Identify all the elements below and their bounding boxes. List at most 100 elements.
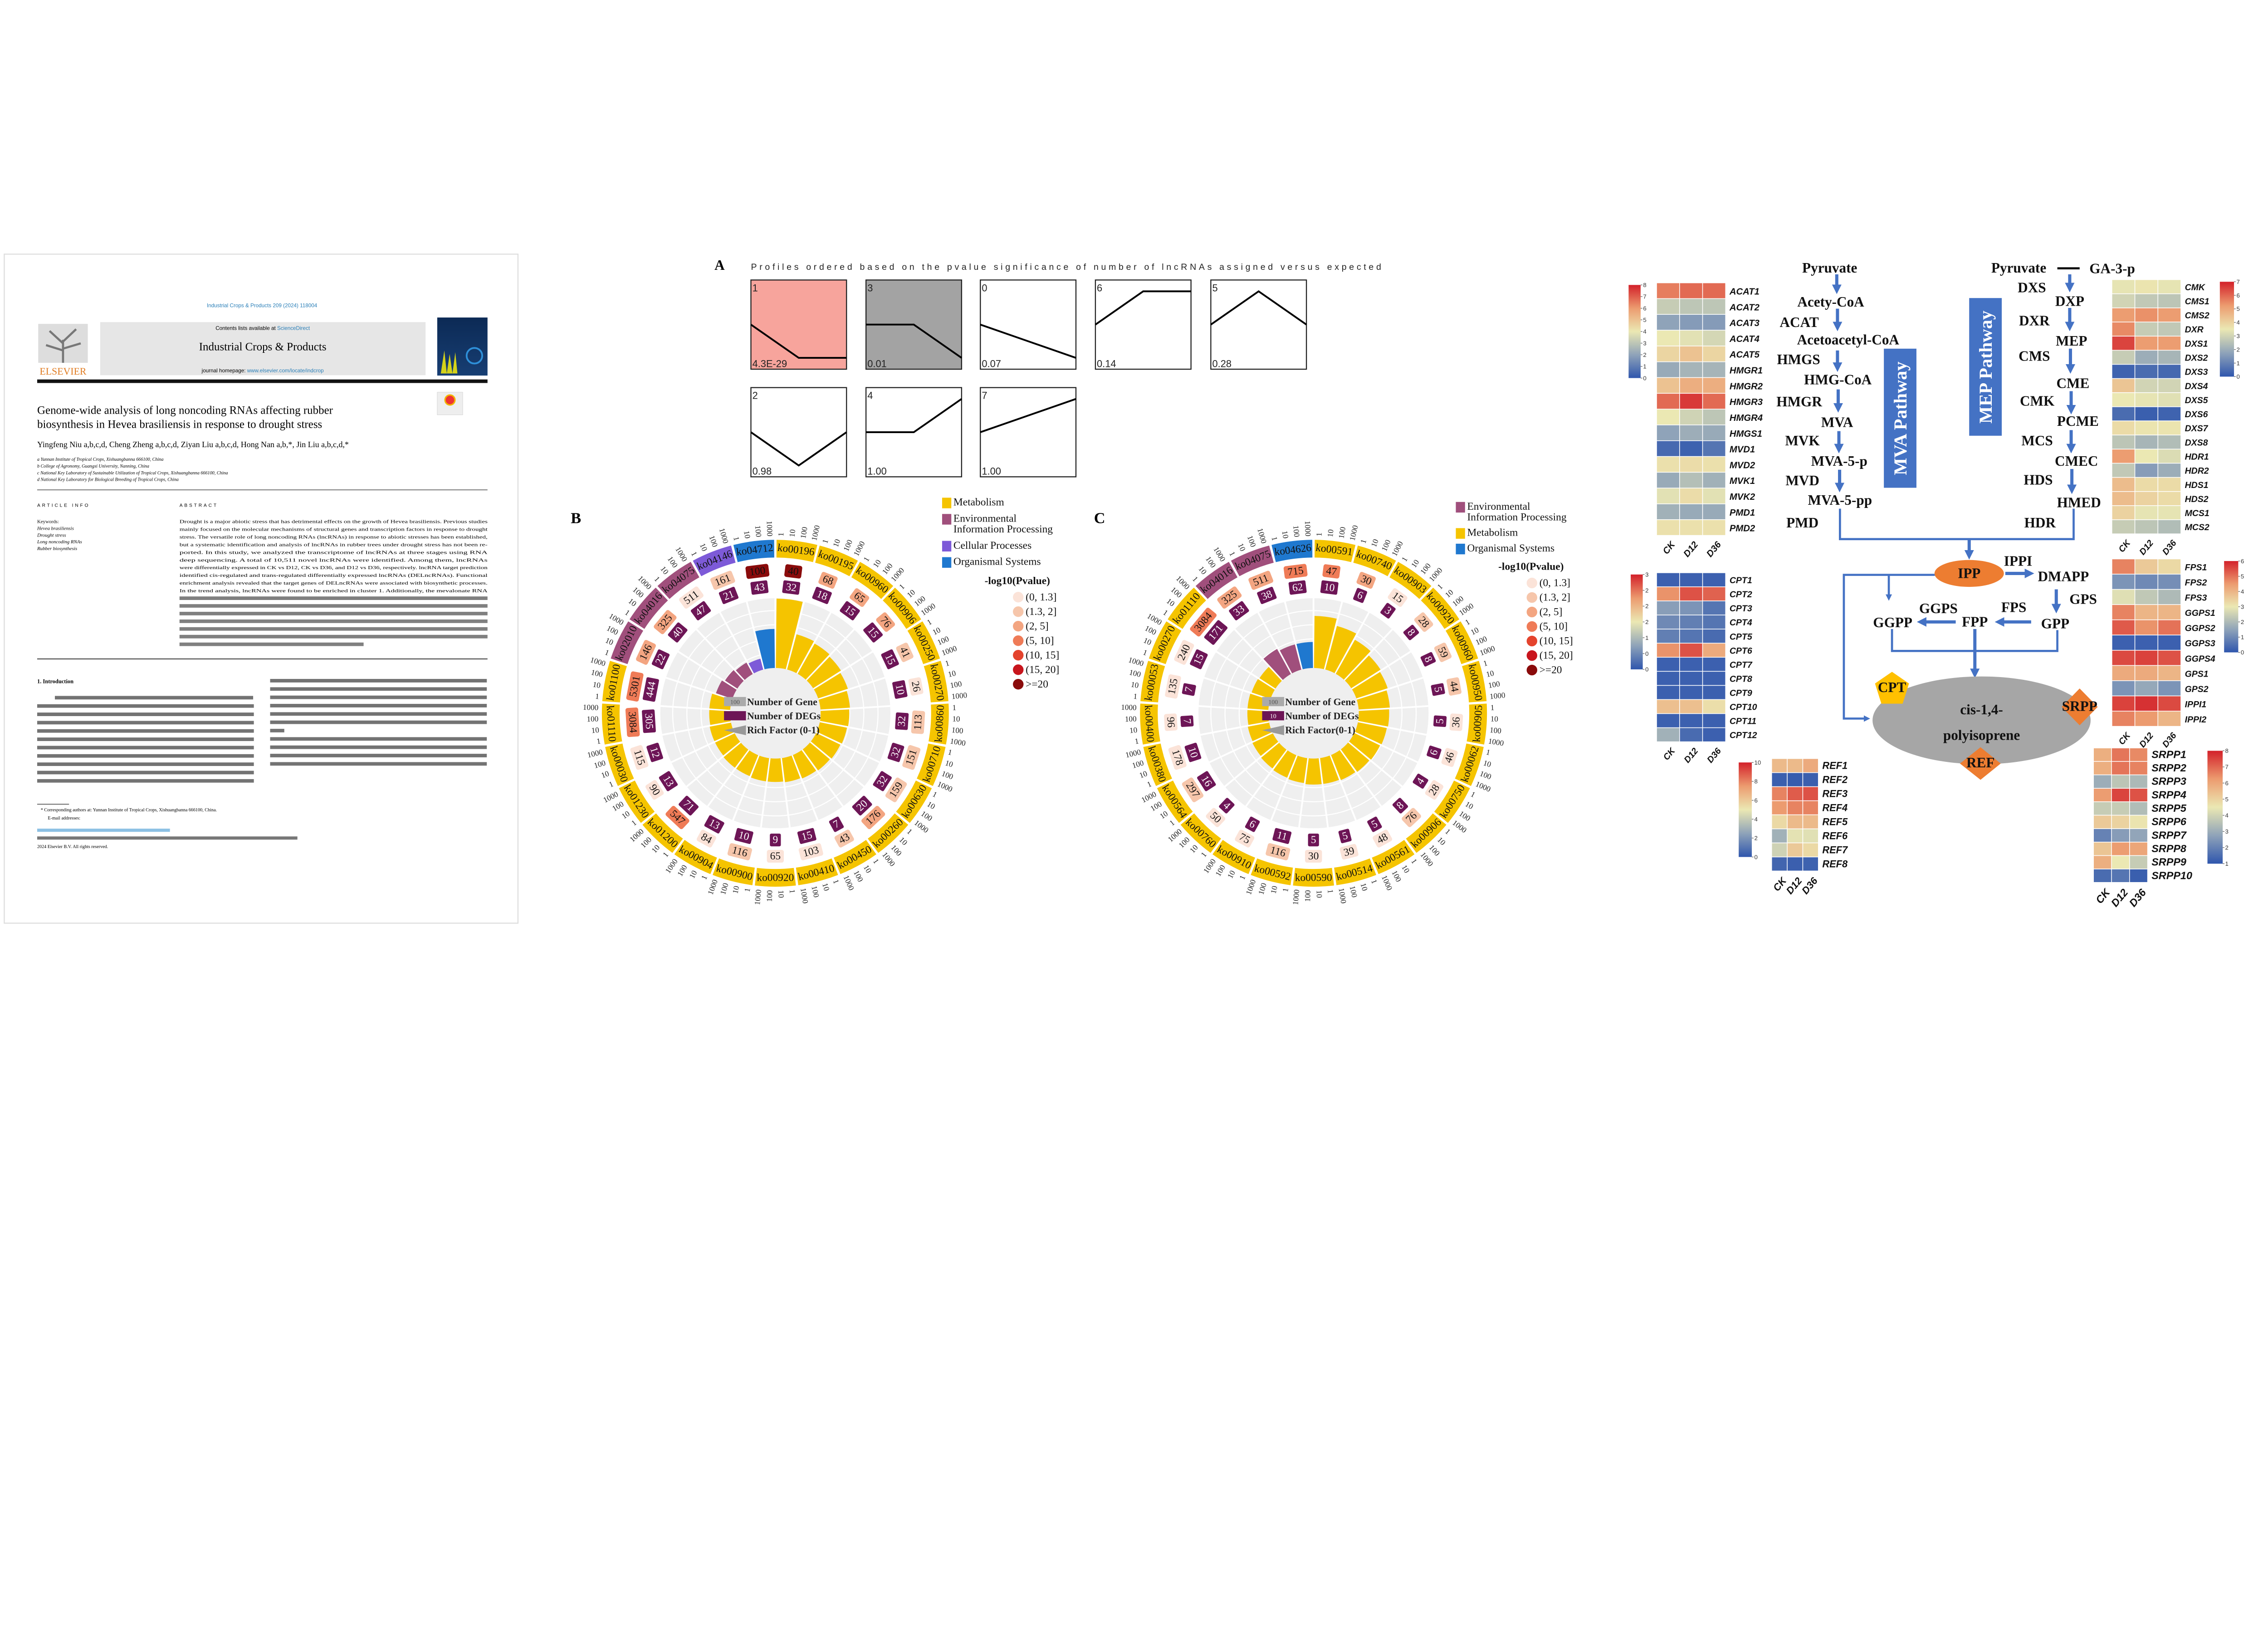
heatmap-cell[interactable] bbox=[2158, 393, 2181, 407]
rich-factor-bar-ko00760[interactable] bbox=[1261, 742, 1287, 769]
heatmap-cell[interactable] bbox=[2112, 308, 2135, 322]
pathway-band-ko01100[interactable] bbox=[602, 661, 627, 702]
rich-factor-bar-ko00960[interactable] bbox=[797, 644, 830, 680]
heatmap-cell[interactable] bbox=[2130, 815, 2147, 829]
pathway-band-ko00380[interactable] bbox=[1143, 743, 1172, 786]
heatmap-cell[interactable] bbox=[2135, 635, 2158, 650]
heatmap-cell[interactable] bbox=[1680, 441, 1702, 456]
heatmap-cell[interactable] bbox=[2112, 574, 2135, 589]
heatmap-cell[interactable] bbox=[1703, 629, 1725, 643]
rich-factor-bar-ko00260[interactable] bbox=[802, 742, 830, 771]
rich-factor-bar-ko00410[interactable] bbox=[781, 756, 801, 782]
heatmap-cell[interactable] bbox=[1680, 457, 1702, 472]
heatmap-cell[interactable] bbox=[1680, 315, 1702, 330]
heatmap-cell[interactable] bbox=[2135, 506, 2158, 520]
rich-factor-bar-ko00591[interactable] bbox=[1314, 616, 1337, 669]
rich-factor-bar-ko04146[interactable] bbox=[748, 658, 764, 673]
heatmap-cell[interactable] bbox=[1703, 601, 1725, 615]
heatmap-cell[interactable] bbox=[1703, 441, 1725, 456]
heatmap-cell[interactable] bbox=[2112, 478, 2135, 491]
doi-link[interactable] bbox=[37, 829, 170, 832]
heatmap-cell[interactable] bbox=[2158, 520, 2181, 534]
heatmap-cell[interactable] bbox=[1657, 504, 1679, 520]
profile-box-0[interactable]: 00.07 bbox=[980, 279, 1077, 370]
heatmap-cell[interactable] bbox=[1772, 801, 1787, 815]
rich-factor-bar-ko04075[interactable] bbox=[736, 662, 753, 680]
heatmap-cell[interactable] bbox=[2112, 492, 2135, 506]
heatmap-cell[interactable] bbox=[1772, 815, 1787, 829]
rich-factor-bar-ko00750[interactable] bbox=[1349, 733, 1380, 760]
rich-factor-bar-ko02010[interactable] bbox=[716, 680, 737, 699]
heatmap-cell[interactable] bbox=[1657, 700, 1679, 713]
rich-factor-bar-ko00630[interactable] bbox=[810, 733, 841, 759]
pathway-band-ko00960[interactable] bbox=[1445, 621, 1478, 664]
pathway-band-ko01200[interactable] bbox=[642, 813, 683, 853]
heatmap-cell[interactable] bbox=[1680, 686, 1702, 699]
rich-factor-bar-ko00250[interactable] bbox=[814, 673, 848, 699]
pathway-band-ko00903[interactable] bbox=[1389, 561, 1432, 599]
rich-factor-bar-ko00196[interactable] bbox=[776, 598, 803, 669]
rich-factor-bar-ko04016[interactable] bbox=[725, 670, 744, 689]
heatmap-cell[interactable] bbox=[2135, 520, 2158, 534]
heatmap-cell[interactable] bbox=[2135, 650, 2158, 665]
pathway-band-ko00053[interactable] bbox=[1140, 661, 1165, 702]
heatmap-cell[interactable] bbox=[1657, 643, 1679, 657]
heatmap-cell[interactable] bbox=[1703, 728, 1725, 741]
heatmap-cell[interactable] bbox=[1657, 409, 1679, 425]
rich-factor-bar-ko00590[interactable] bbox=[1305, 758, 1322, 785]
pathway-band-ko00270[interactable] bbox=[1149, 621, 1182, 664]
heatmap-cell[interactable] bbox=[1680, 714, 1702, 727]
heatmap-cell[interactable] bbox=[2093, 842, 2112, 855]
heatmap-cell[interactable] bbox=[1803, 801, 1818, 815]
heatmap-cell[interactable] bbox=[2093, 869, 2112, 883]
profile-box-4[interactable]: 41.00 bbox=[865, 387, 963, 478]
heatmap-cell[interactable] bbox=[2158, 435, 2181, 449]
heatmap-cell[interactable] bbox=[2093, 761, 2112, 775]
heatmap-cell[interactable] bbox=[1680, 488, 1702, 504]
heatmap-cell[interactable] bbox=[1803, 773, 1818, 786]
heatmap-cell[interactable] bbox=[2112, 520, 2135, 534]
heatmap-cell[interactable] bbox=[1703, 394, 1725, 409]
heatmap-cell[interactable] bbox=[2135, 590, 2158, 605]
heatmap-cell[interactable] bbox=[1772, 843, 1787, 857]
heatmap-cell[interactable] bbox=[2158, 681, 2181, 696]
heatmap-cell[interactable] bbox=[1680, 672, 1702, 685]
heatmap-cell[interactable] bbox=[1657, 629, 1679, 643]
heatmap-cell[interactable] bbox=[1703, 283, 1725, 298]
heatmap-cell[interactable] bbox=[1703, 409, 1725, 425]
heatmap-cell[interactable] bbox=[1657, 283, 1679, 298]
pathway-band-ko00760[interactable] bbox=[1180, 813, 1221, 853]
heatmap-cell[interactable] bbox=[2093, 856, 2112, 869]
heatmap-cell[interactable] bbox=[2093, 829, 2112, 842]
heatmap-cell[interactable] bbox=[1680, 587, 1702, 601]
heatmap-cell[interactable] bbox=[2112, 322, 2135, 336]
heatmap-cell[interactable] bbox=[2135, 681, 2158, 696]
heatmap-cell[interactable] bbox=[2158, 506, 2181, 520]
heatmap-cell[interactable] bbox=[2135, 605, 2158, 619]
heatmap-cell[interactable] bbox=[2135, 421, 2158, 435]
heatmap-cell[interactable] bbox=[2135, 559, 2158, 574]
heatmap-cell[interactable] bbox=[1680, 283, 1702, 298]
heatmap-cell[interactable] bbox=[2135, 322, 2158, 336]
heatmap-cell[interactable] bbox=[1657, 714, 1679, 727]
heatmap-cell[interactable] bbox=[1703, 700, 1725, 713]
heatmap-cell[interactable] bbox=[1703, 714, 1725, 727]
heatmap-cell[interactable] bbox=[2158, 696, 2181, 711]
heatmap-cell[interactable] bbox=[2158, 322, 2181, 336]
heatmap-cell[interactable] bbox=[2158, 280, 2181, 293]
heatmap-cell[interactable] bbox=[2158, 605, 2181, 619]
profile-box-5[interactable]: 50.28 bbox=[1210, 279, 1307, 370]
heatmap-cell[interactable] bbox=[2158, 574, 2181, 589]
heatmap-cell[interactable] bbox=[1680, 425, 1702, 440]
heatmap-cell[interactable] bbox=[1803, 787, 1818, 800]
pathway-band-ko00904[interactable] bbox=[674, 839, 717, 874]
pathway-band-ko00920[interactable] bbox=[1421, 587, 1460, 629]
pathway-band-ko00592[interactable] bbox=[1251, 858, 1293, 885]
pathway-band-ko00710[interactable] bbox=[917, 743, 946, 786]
heatmap-cell[interactable] bbox=[2112, 294, 2135, 308]
pathway-band-ko00196[interactable] bbox=[776, 540, 817, 562]
rich-factor-bar-ko04712[interactable] bbox=[755, 629, 775, 669]
rich-factor-bar-ko00514[interactable] bbox=[1320, 756, 1339, 784]
heatmap-cell[interactable] bbox=[2112, 869, 2130, 883]
pathway-band-ko00590[interactable] bbox=[1293, 868, 1334, 887]
